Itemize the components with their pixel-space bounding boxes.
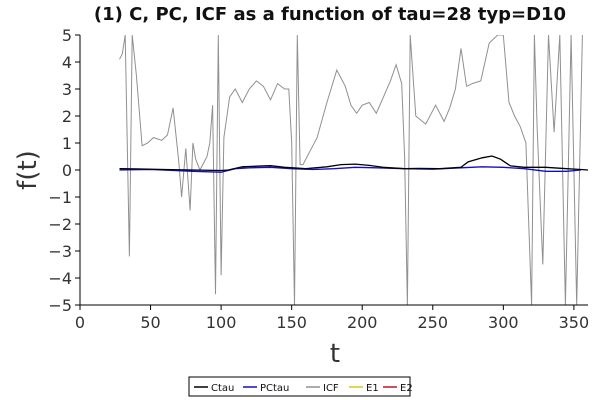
x-tick-label: 0	[75, 313, 85, 332]
legend-label-e1: E1	[366, 383, 379, 394]
series-line-icf	[119, 35, 583, 305]
legend-label-icf: ICF	[323, 383, 339, 394]
series-line-ctau	[119, 155, 588, 172]
y-tick-label: −4	[48, 269, 72, 288]
y-tick-label: −3	[48, 242, 72, 261]
chart-title: (1) C, PC, ICF as a function of tau=28 t…	[94, 4, 566, 25]
series-line-pctau	[119, 166, 581, 173]
x-tick-label: 100	[206, 313, 237, 332]
y-tick-label: 0	[62, 161, 72, 180]
y-tick-label: 5	[62, 26, 72, 45]
plot-area	[119, 35, 588, 305]
legend-label-e2: E2	[400, 383, 413, 394]
x-tick-label: 150	[276, 313, 307, 332]
y-tick-label: −1	[48, 188, 72, 207]
legend-label-pctau: PCtau	[260, 383, 289, 394]
x-tick-label: 200	[347, 313, 378, 332]
x-tick-label: 250	[418, 313, 449, 332]
legend-label-ctau: Ctau	[211, 383, 234, 394]
x-axis-label: t	[330, 339, 340, 369]
y-tick-label: −2	[48, 215, 72, 234]
legend: Ctau PCtau ICF E1 E2	[188, 376, 413, 397]
x-tick-label: 350	[559, 313, 590, 332]
x-tick-label: 300	[488, 313, 519, 332]
x-tick-label: 50	[140, 313, 160, 332]
y-tick-label: 2	[62, 107, 72, 126]
y-tick-label: 4	[62, 53, 72, 72]
y-tick-label: 1	[62, 134, 72, 153]
y-axis-label: f(t)	[13, 150, 43, 190]
legend-box	[188, 376, 411, 397]
y-tick-label: 3	[62, 80, 72, 99]
y-tick-label: −5	[48, 296, 72, 315]
